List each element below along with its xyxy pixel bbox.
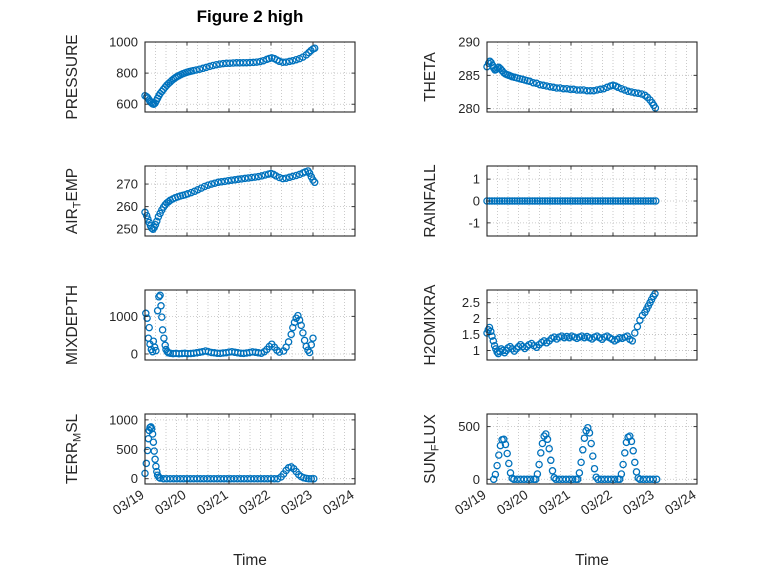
x-axis-label-left: Time <box>233 552 267 569</box>
svg-text:1000: 1000 <box>109 35 138 50</box>
subplot-mixdepth: 0 1000 MIXDEPTH <box>64 285 356 365</box>
svg-text:AIRTEMP: AIRTEMP <box>64 168 84 234</box>
svg-text:2: 2 <box>473 311 480 326</box>
svg-text:0: 0 <box>131 471 138 486</box>
svg-text:1.5: 1.5 <box>462 327 480 342</box>
mixdepth-plot-canvas: 0 1000 MIXDEPTH <box>64 285 356 365</box>
svg-text:SUNFLUX: SUNFLUX <box>422 414 442 484</box>
terr-msl-plot-canvas: 0 500 1000 TERRMSL 03/19 03/20 03/21 03/22 03/23… <box>64 412 357 518</box>
subplot-rainfall: -1 0 1 RAINFALL <box>422 164 698 238</box>
svg-text:280: 280 <box>458 101 480 116</box>
svg-text:0: 0 <box>473 194 480 209</box>
figure-title: Figure 2 high <box>196 7 304 26</box>
x-axis-label-right: Time <box>575 552 609 569</box>
svg-text:H2OMIXRA: H2OMIXRA <box>422 284 439 366</box>
svg-text:0: 0 <box>131 346 138 361</box>
svg-text:PRESSURE: PRESSURE <box>64 34 81 119</box>
svg-text:03/19: 03/19 <box>110 487 147 518</box>
svg-text:800: 800 <box>116 66 138 81</box>
subplot-h2omixra: 1 1.5 2 2.5 H2OMIXRA <box>422 284 698 365</box>
svg-text:03/24: 03/24 <box>320 487 357 518</box>
svg-text:1000: 1000 <box>109 412 138 427</box>
rainfall-plot-canvas: -1 0 1 RAINFALL <box>422 164 698 238</box>
svg-text:0: 0 <box>473 472 480 487</box>
svg-text:1: 1 <box>473 172 480 187</box>
svg-text:1000: 1000 <box>109 309 138 324</box>
sun-flux-plot-canvas: 0 500 SUNFLUX 03/19 03/20 03/21 03/22 03/23 03/2… <box>422 413 699 518</box>
svg-text:600: 600 <box>116 97 138 112</box>
svg-text:03/22: 03/22 <box>236 487 273 518</box>
svg-text:03/23: 03/23 <box>278 487 315 518</box>
svg-text:290: 290 <box>458 35 480 50</box>
svg-text:-1: -1 <box>468 215 480 230</box>
subplot-pressure: 600 800 1000 PRESSURE <box>64 34 356 120</box>
h2omixra-plot-canvas: 11.522.5 H2OMIXRA <box>422 284 698 365</box>
svg-text:MIXDEPTH: MIXDEPTH <box>64 285 81 365</box>
svg-text:TERRMSL: TERRMSL <box>64 413 84 484</box>
theta-plot-canvas: 280 285 290 THETA <box>422 35 698 116</box>
svg-text:285: 285 <box>458 68 480 83</box>
svg-text:260: 260 <box>116 199 138 214</box>
svg-text:03/24: 03/24 <box>662 487 699 518</box>
svg-text:2.5: 2.5 <box>462 295 480 310</box>
subplot-terr-msl: 0 500 1000 TERRMSL 03/19 03/20 03/21 03/22 03/23… <box>64 412 357 518</box>
svg-text:03/20: 03/20 <box>152 487 189 518</box>
svg-text:THETA: THETA <box>422 52 439 102</box>
svg-text:RAINFALL: RAINFALL <box>422 164 439 238</box>
svg-text:270: 270 <box>116 177 138 192</box>
subplot-sun-flux: 0 500 SUNFLUX 03/19 03/20 03/21 03/22 03/23 03/2… <box>422 413 699 518</box>
svg-text:03/21: 03/21 <box>194 487 231 518</box>
svg-text:1: 1 <box>473 343 480 358</box>
pressure-plot-canvas: 600 800 1000 PRESSURE <box>64 34 356 120</box>
subplot-theta: 280 285 290 THETA <box>422 35 698 116</box>
svg-text:250: 250 <box>116 222 138 237</box>
svg-text:500: 500 <box>458 419 480 434</box>
svg-text:03/21: 03/21 <box>536 487 573 518</box>
air-temp-plot-canvas: 250 260 270 AIRTEMP <box>64 165 356 237</box>
svg-text:03/20: 03/20 <box>494 487 531 518</box>
svg-text:03/22: 03/22 <box>578 487 615 518</box>
svg-text:500: 500 <box>116 442 138 457</box>
subplot-air-temp: 250 260 270 AIRTEMP <box>64 165 356 237</box>
svg-text:03/19: 03/19 <box>452 487 489 518</box>
svg-text:03/23: 03/23 <box>620 487 657 518</box>
